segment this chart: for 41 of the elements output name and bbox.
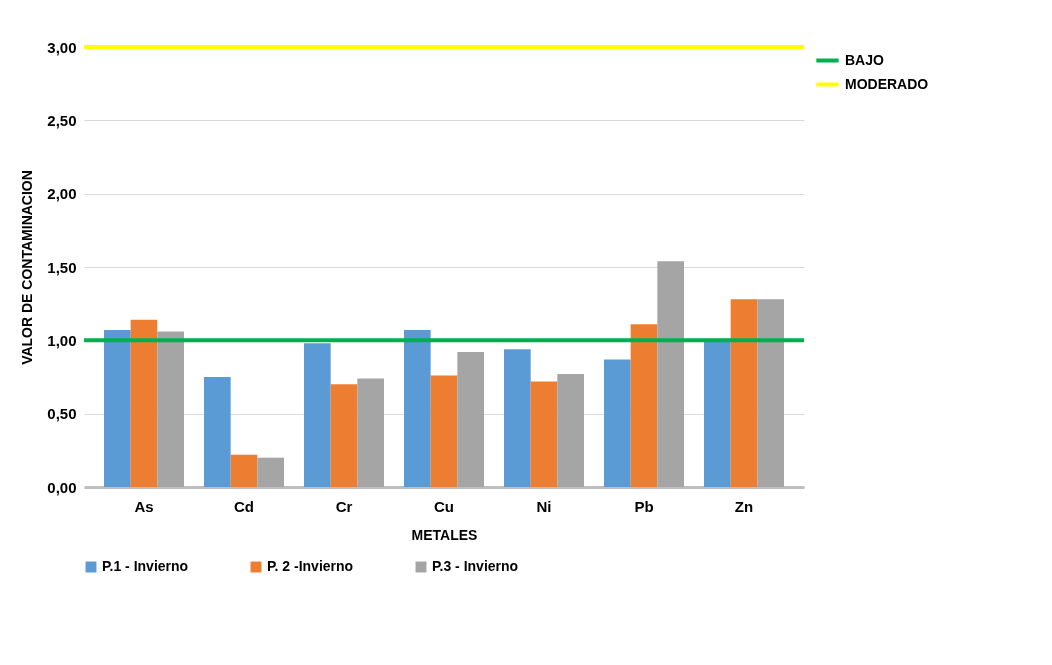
y-tick-label: 1,00 xyxy=(47,331,77,349)
y-axis-title: VALOR DE CONTAMINACION xyxy=(19,170,36,365)
x-axis-title: METALES xyxy=(411,526,478,543)
y-tick-label: 2,50 xyxy=(47,111,77,129)
bar xyxy=(757,299,784,487)
bar xyxy=(604,359,631,487)
bar xyxy=(530,381,558,487)
legend-label: P.3 - Invierno xyxy=(432,558,519,574)
bar xyxy=(130,319,158,487)
bar xyxy=(304,343,331,487)
legend-label: P.1 - Invierno xyxy=(102,558,189,574)
x-tick-label: As xyxy=(134,497,154,515)
y-tick-label: 2,00 xyxy=(47,185,77,203)
bar xyxy=(404,330,431,487)
x-tick-label: Cu xyxy=(434,497,454,515)
y-tick-label: 1,50 xyxy=(47,258,77,276)
bar xyxy=(657,261,684,487)
bar xyxy=(557,374,584,487)
bar xyxy=(730,299,758,487)
legend-label: P. 2 -Invierno xyxy=(267,558,354,574)
bar xyxy=(430,375,458,487)
bar xyxy=(357,378,384,487)
bar xyxy=(457,352,484,487)
x-tick-label: Pb xyxy=(634,497,654,515)
bar xyxy=(630,324,658,487)
bar xyxy=(204,377,231,487)
bar xyxy=(104,330,131,487)
x-tick-label: Cd xyxy=(234,497,254,515)
x-tick-label: Ni xyxy=(536,497,552,515)
x-tick-label: Zn xyxy=(734,497,754,515)
bar xyxy=(504,349,531,487)
legend-label: BAJO xyxy=(845,51,885,68)
y-tick-label: 0,50 xyxy=(47,405,77,423)
y-tick-label: 3,00 xyxy=(47,38,77,56)
bar xyxy=(257,457,284,487)
y-tick-label: 0,00 xyxy=(47,478,77,496)
bar xyxy=(157,331,184,487)
legend-label: MODERADO xyxy=(845,75,929,92)
bar xyxy=(330,384,358,487)
x-tick-label: Cr xyxy=(335,497,353,515)
bar xyxy=(230,454,258,487)
